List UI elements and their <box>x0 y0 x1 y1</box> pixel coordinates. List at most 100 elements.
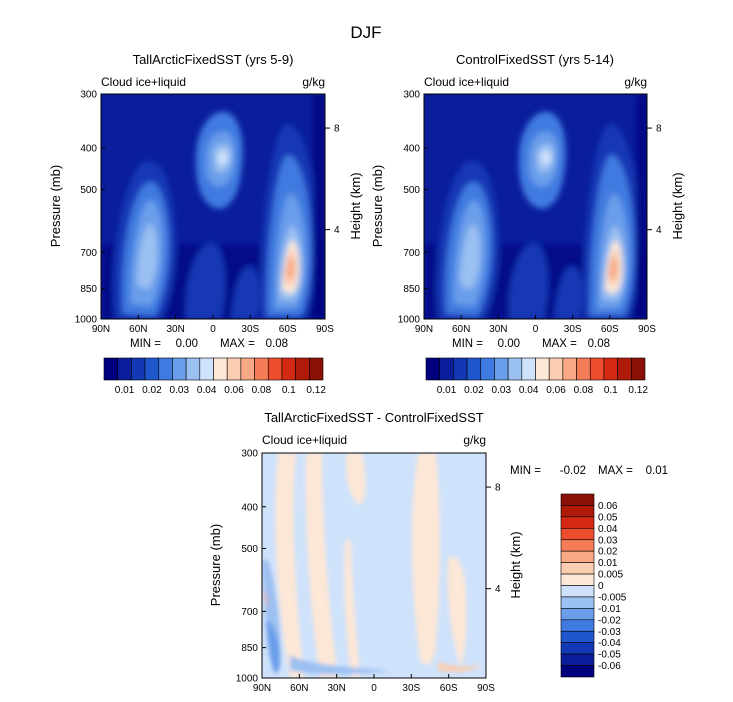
min-label: MIN = <box>452 338 483 350</box>
colorbar-label: -0.005 <box>598 592 627 603</box>
colorbar-swatch <box>453 357 468 381</box>
colorbar-label: 0.03 <box>492 385 512 396</box>
y-tick-label: 500 <box>403 185 420 196</box>
colorbar-swatch <box>144 357 160 381</box>
colorbar-swatch <box>560 596 595 609</box>
y2-axis-label: Height (km) <box>348 172 363 239</box>
panel-variable-label: Cloud ice+liquid <box>424 75 509 89</box>
colorbar-label: 0.12 <box>306 385 326 396</box>
colorbar-swatch <box>603 357 618 381</box>
colorbar-label: 0 <box>598 581 604 592</box>
colorbar-label: 0.01 <box>598 558 618 569</box>
x-tick-label: 90S <box>316 324 334 335</box>
max-value: 0.08 <box>266 338 288 350</box>
colorbar-swatch <box>548 357 564 381</box>
y2-axis-label: Height (km) <box>508 531 523 598</box>
colorbar: 0.01 0.02 0.03 0.04 0.06 0.08 0.1 0.12 <box>103 357 326 396</box>
min-label: MIN = <box>130 338 161 350</box>
colorbar-label: 0.02 <box>142 385 162 396</box>
colorbar-swatch <box>254 357 269 381</box>
x-tick-label: 0 <box>210 324 216 335</box>
colorbar-swatch <box>117 357 132 381</box>
panel-title: ControlFixedSST (yrs 5-14) <box>456 52 614 67</box>
colorbar-label: 0.1 <box>604 385 618 396</box>
colorbar-swatch <box>560 642 595 655</box>
colorbar-swatch <box>617 357 632 381</box>
colorbar-label: -0.01 <box>598 604 621 615</box>
colorbar-label: -0.05 <box>598 650 621 661</box>
colorbar-swatch <box>560 516 595 529</box>
colorbar-label: 0.1 <box>282 385 296 396</box>
x-tick-label: 60N <box>452 324 470 335</box>
colorbar-swatch <box>103 357 118 381</box>
colorbar-label: 0.04 <box>197 385 217 396</box>
axis-ticks: 90N 60N 30N 0 30S 60S 90S 300 400 500 700 850 1000 8 4 <box>236 449 501 695</box>
colorbar-label: 0.03 <box>170 385 190 396</box>
colorbar-swatch <box>560 573 595 586</box>
x-tick-label: 30N <box>166 324 184 335</box>
y-tick-label: 850 <box>80 284 97 295</box>
panel-variable-label: Cloud ice+liquid <box>101 75 186 89</box>
colorbar-label: 0.04 <box>598 524 618 535</box>
max-value: 0.08 <box>588 338 610 350</box>
colorbar-swatch <box>589 357 605 381</box>
colorbar-swatch <box>631 357 646 381</box>
colorbar-swatch <box>439 357 454 381</box>
colorbar-swatch <box>131 357 146 381</box>
colorbar-swatch <box>560 665 595 678</box>
min-label: MIN = <box>510 465 541 477</box>
contour-field <box>424 94 648 319</box>
colorbar-swatch <box>158 357 173 381</box>
panel-difference: TallArcticFixedSST - ControlFixedSST Clo… <box>208 410 668 679</box>
colorbar-swatch <box>560 539 595 552</box>
colorbar-swatch <box>295 357 310 381</box>
max-label: MAX = <box>542 338 577 350</box>
y-axis-label: Pressure (mb) <box>208 524 223 606</box>
y2-tick-label: 8 <box>495 483 501 494</box>
colorbar-swatch <box>185 357 201 381</box>
max-label: MAX = <box>598 465 633 477</box>
y-tick-label: 400 <box>80 143 97 154</box>
y-tick-label: 1000 <box>398 315 421 326</box>
colorbar-swatch <box>466 357 482 381</box>
colorbar-swatch <box>562 357 577 381</box>
x-tick-label: 90S <box>477 683 495 694</box>
colorbar-label: 0.03 <box>598 535 618 546</box>
colorbar-label: 0.005 <box>598 570 623 581</box>
colorbar-swatch <box>560 493 595 506</box>
x-tick-label: 30N <box>489 324 507 335</box>
y2-axis-label: Height (km) <box>670 172 685 239</box>
colorbar-label: -0.04 <box>598 638 621 649</box>
colorbar: 0.060.050.040.030.020.010.0050-0.005-0.0… <box>560 493 627 678</box>
colorbar-label: -0.06 <box>598 661 621 672</box>
colorbar-label: 0.04 <box>519 385 539 396</box>
x-tick-label: 90N <box>92 324 110 335</box>
y-tick-label: 400 <box>241 502 258 513</box>
axes-layer: 90N 60N 30N 0 30S 60S 90S300400500700850100084… <box>75 90 662 695</box>
colorbar-swatch <box>507 357 523 381</box>
x-tick-label: 90N <box>253 683 271 694</box>
colorbar-swatch <box>560 653 595 666</box>
colorbar-label: 0.08 <box>252 385 272 396</box>
colorbar-swatch <box>560 528 595 541</box>
y2-tick-label: 8 <box>334 124 340 135</box>
colorbar-label: 0.12 <box>628 385 648 396</box>
contour-field <box>101 94 325 319</box>
x-tick-label: 60N <box>290 683 308 694</box>
panel-units-label: g/kg <box>302 75 325 89</box>
colorbar-label: 0.08 <box>574 385 594 396</box>
panel-variable-label: Cloud ice+liquid <box>262 433 347 447</box>
min-value: 0.00 <box>498 338 520 350</box>
axis-ticks: 90N 60N 30N 0 30S 60S 90S 300 400 500 700 850 1000 8 4 <box>75 90 340 336</box>
y-axis-label: Pressure (mb) <box>48 165 63 247</box>
figure-title: DJF <box>350 23 381 42</box>
colorbar-swatch <box>560 505 595 518</box>
x-tick-label: 0 <box>533 324 539 335</box>
y-tick-label: 300 <box>241 449 258 460</box>
colorbar-swatch <box>281 357 296 381</box>
y2-tick-label: 4 <box>334 225 340 236</box>
y2-tick-label: 8 <box>656 124 662 135</box>
x-tick-label: 60S <box>440 683 458 694</box>
panel-tallarctic: TallArcticFixedSST (yrs 5-9) Cloud ice+l… <box>48 52 363 396</box>
x-tick-label: 30N <box>327 683 345 694</box>
